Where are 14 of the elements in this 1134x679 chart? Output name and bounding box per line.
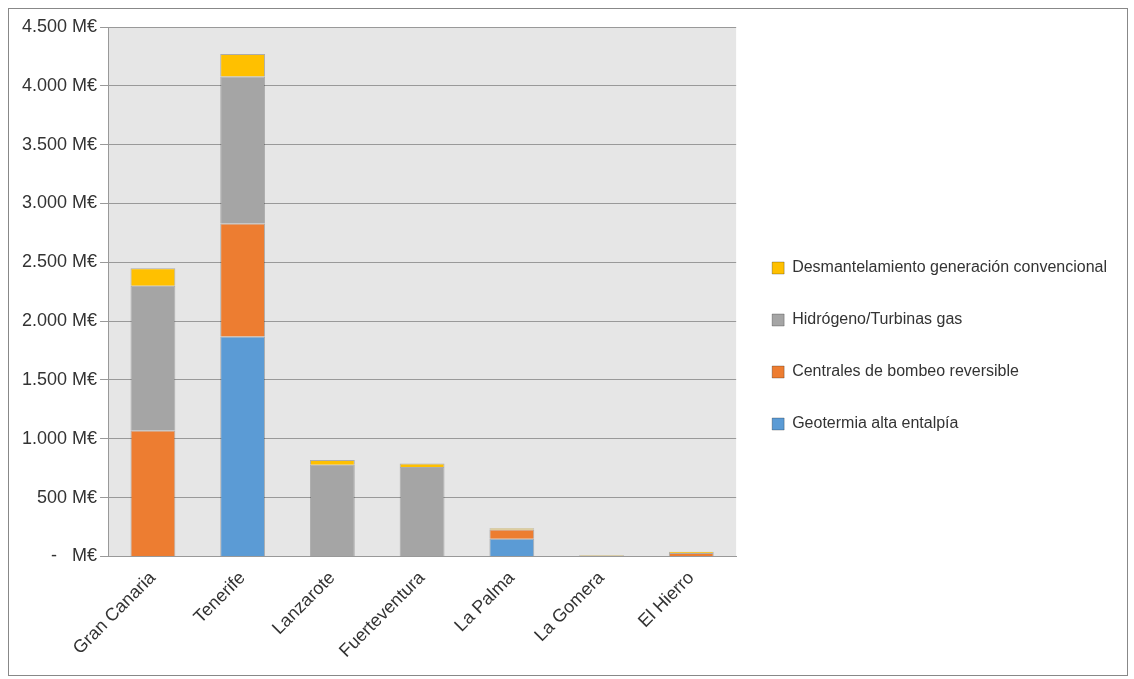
- y-tick-label: 4.000 M€: [21, 74, 98, 95]
- y-tick-label: - M€: [51, 545, 98, 566]
- y-tick-label: 3.000 M€: [21, 192, 98, 213]
- legend-label: Hidrógeno/Turbinas gas: [792, 310, 963, 328]
- legend-label: Geotermia alta entalpía: [792, 414, 959, 432]
- y-tick-label: 4.500 M€: [21, 15, 98, 36]
- y-tick-label: 1.000 M€: [21, 427, 98, 448]
- y-tick-label: 2.000 M€: [21, 310, 98, 331]
- legend-label: Centrales de bombeo reversible: [792, 362, 1020, 380]
- y-tick-label: 500 M€: [37, 486, 98, 507]
- y-tick-label: 3.500 M€: [21, 133, 98, 154]
- y-tick-label: 1.500 M€: [21, 368, 98, 389]
- legend-label: Desmantelamiento generación convencional: [792, 258, 1107, 276]
- y-tick-label: 2.500 M€: [21, 251, 98, 272]
